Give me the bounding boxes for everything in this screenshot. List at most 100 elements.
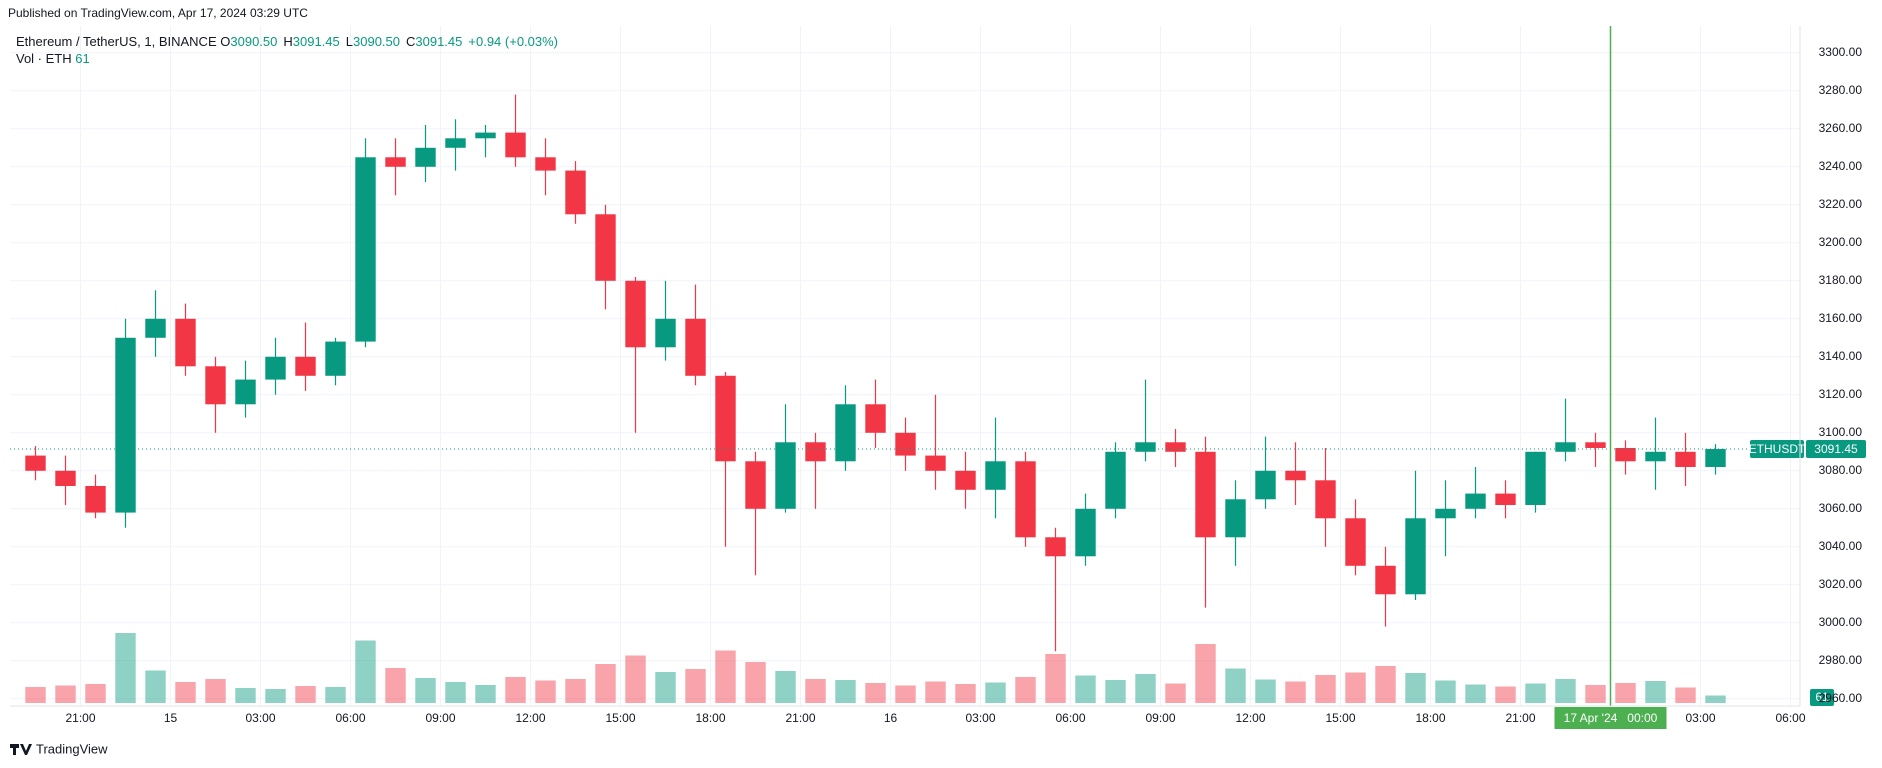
price-tag-name-bg <box>1750 440 1804 459</box>
x-tick-label: 03:00 <box>245 711 275 725</box>
volume-bar <box>1075 675 1096 703</box>
legend-row: Ethereum / TetherUS, 1, BINANCE O3090.50… <box>16 33 564 50</box>
volume-bar <box>415 678 436 703</box>
candle-body <box>115 337 136 513</box>
volume-bar <box>295 686 316 703</box>
volume-bar <box>1315 675 1336 703</box>
volume-bar <box>595 664 616 703</box>
candle-body <box>1645 451 1666 462</box>
volume-bar <box>1615 683 1636 703</box>
volume-bar <box>25 687 46 703</box>
candle-body <box>1345 518 1366 566</box>
candle-body <box>1105 451 1126 509</box>
volume-bar <box>175 682 196 703</box>
candle-body <box>1135 442 1156 452</box>
y-tick-label: 3100.00 <box>1819 425 1863 439</box>
candle-body <box>235 379 256 405</box>
candle-body <box>1405 518 1426 595</box>
volume-bar <box>925 681 946 703</box>
volume-bars <box>25 633 1726 703</box>
x-tick-label: 15 <box>164 711 178 725</box>
y-tick-label: 3120.00 <box>1819 387 1863 401</box>
candles <box>25 94 1726 652</box>
volume-bar <box>1645 681 1666 703</box>
volume-name: Vol · ETH <box>16 51 72 66</box>
volume-bar <box>85 684 106 703</box>
volume-bar <box>1135 674 1156 703</box>
x-tick-label: 15:00 <box>605 711 635 725</box>
volume-bar <box>1525 683 1546 703</box>
x-tick-label: 12:00 <box>515 711 545 725</box>
candle-body <box>265 356 286 380</box>
footer-brand: TradingView <box>36 741 108 756</box>
candle-body <box>295 356 316 376</box>
volume-bar <box>625 655 646 703</box>
price-tag: 3091.45 <box>1814 442 1858 456</box>
grid <box>10 26 1800 706</box>
ohlc: O3090.50 H3091.45 L3090.50 C3091.45 <box>220 34 468 49</box>
volume-bar <box>475 685 496 703</box>
volume-bar <box>445 682 466 703</box>
y-tick-label: 3140.00 <box>1819 349 1863 363</box>
candle-body <box>595 214 616 281</box>
x-tick-label: 06:00 <box>1055 711 1085 725</box>
volume-bar <box>1435 680 1456 703</box>
y-tick-label: 3020.00 <box>1819 577 1863 591</box>
candle-body <box>1045 537 1066 557</box>
candle-body <box>1015 461 1036 538</box>
volume-bar <box>1105 680 1126 703</box>
candle-body <box>745 461 766 509</box>
crosshair-label: 17 Apr '24 00:00 <box>1564 711 1658 725</box>
candle-body <box>535 157 556 171</box>
y-tick-label: 2960.00 <box>1819 691 1863 705</box>
volume-bar <box>1375 666 1396 703</box>
volume-bar <box>985 682 1006 703</box>
candle-body <box>1165 442 1186 452</box>
volume-bar <box>1195 644 1216 703</box>
volume-bar <box>655 672 676 703</box>
volume-bar <box>955 684 976 703</box>
candle-body <box>1675 451 1696 467</box>
candle-body <box>1525 451 1546 505</box>
candle-body <box>145 318 166 338</box>
y-tick-label: 3260.00 <box>1819 121 1863 135</box>
candle-body <box>685 318 706 376</box>
x-tick-label: 12:00 <box>1235 711 1265 725</box>
ohlc-key: C <box>406 34 416 49</box>
x-tick-label: 16 <box>884 711 898 725</box>
ohlc-key: L <box>345 34 353 49</box>
volume-bar <box>1495 686 1516 703</box>
ohlc-text: 3091.45 <box>415 34 463 49</box>
x-tick-label: 15:00 <box>1325 711 1355 725</box>
candle-body <box>805 442 826 462</box>
volume-bar <box>1045 654 1066 703</box>
volume-bar <box>805 679 826 703</box>
volume-bar <box>1225 668 1246 703</box>
candle-body <box>1705 449 1726 467</box>
candle-body <box>415 147 436 167</box>
volume-bar <box>235 688 256 703</box>
candle-body <box>355 157 376 342</box>
candle-body <box>895 432 916 456</box>
volume-bar <box>205 679 226 703</box>
y-tick-label: 3040.00 <box>1819 539 1863 553</box>
overlays: ETHUSDT 3091.45 61 <box>10 26 1866 706</box>
candle-body <box>925 455 946 471</box>
x-tick-label: 21:00 <box>785 711 815 725</box>
volume-bar <box>1405 673 1426 703</box>
x-tick-label: 09:00 <box>1145 711 1175 725</box>
published-note: Published on TradingView.com, Apr 17, 20… <box>8 6 308 20</box>
price-tag-name: ETHUSDT <box>1749 442 1806 456</box>
candle-body <box>325 341 346 376</box>
y-tick-label: 2980.00 <box>1819 653 1863 667</box>
y-tick-label: 3300.00 <box>1819 45 1863 59</box>
y-tick-label: 3180.00 <box>1819 273 1863 287</box>
candle-body <box>1555 442 1576 452</box>
symbol: Ethereum / TetherUS, 1, BINANCE <box>16 34 217 49</box>
candle-body <box>505 132 526 158</box>
candle-body <box>985 461 1006 490</box>
candle-body <box>1375 565 1396 595</box>
volume-bar <box>835 680 856 703</box>
